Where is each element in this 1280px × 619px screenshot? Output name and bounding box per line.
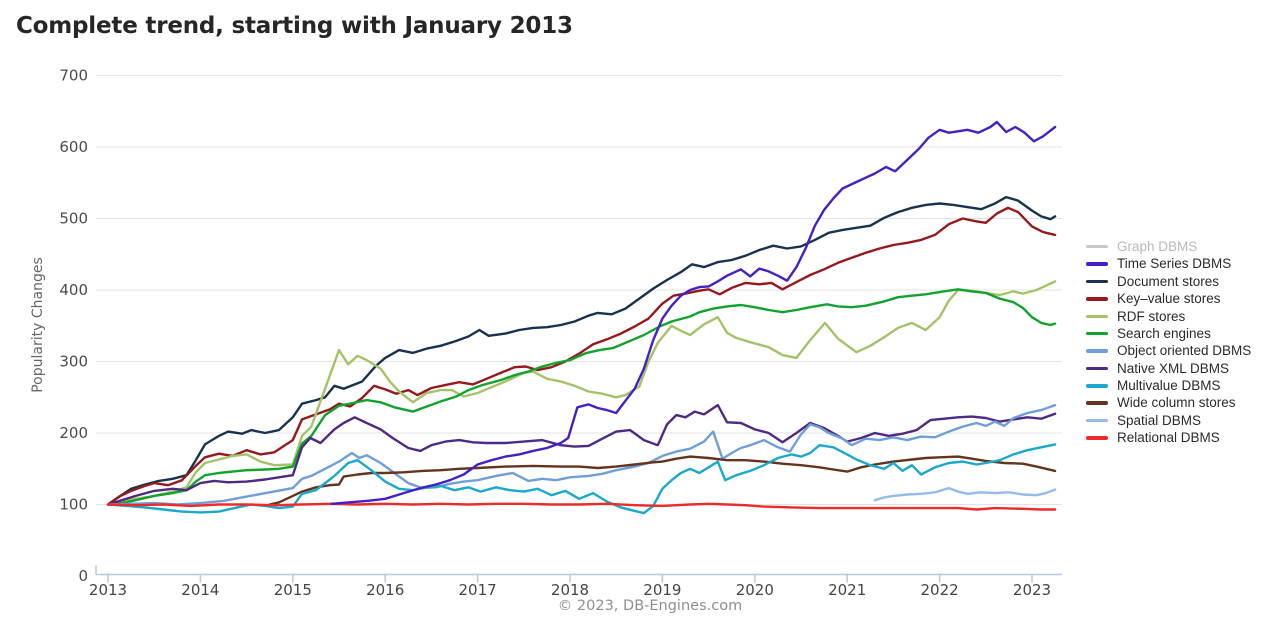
legend-label: Native XML DBMS [1117,360,1230,376]
legend-item-multivalue-dbms[interactable]: Multivalue DBMS [1086,377,1251,394]
series-line-key-value-stores[interactable] [106,206,1057,506]
x-tick-label-2020: 2020 [736,581,774,599]
legend-swatch-graph-dbms [1086,244,1108,249]
legend-swatch-relational-dbms [1086,436,1108,440]
chart-title: Complete trend, starting with January 20… [16,13,573,39]
chart-legend: Graph DBMS Time Series DBMS Document store… [1086,238,1251,447]
legend-label: Search engines [1117,325,1211,341]
legend-item-native-xml-dbms[interactable]: Native XML DBMS [1086,360,1251,377]
y-tick-label-500: 500 [59,210,88,228]
y-tick-label-0: 0 [78,567,88,585]
series-line-relational-dbms[interactable] [106,502,1057,511]
x-tick-label-2023: 2023 [1013,581,1051,599]
legend-swatch-search-engines [1086,331,1108,336]
legend-item-relational-dbms[interactable]: Relational DBMS [1086,429,1251,446]
legend-label: RDF stores [1117,308,1186,324]
series-line-wide-column-stores[interactable] [268,455,1057,506]
series-line-spatial-dbms[interactable] [873,486,1057,502]
x-tick-label-2014: 2014 [181,581,219,599]
legend-item-spatial-dbms[interactable]: Spatial DBMS [1086,412,1251,429]
x-tick-label-2016: 2016 [366,581,404,599]
legend-label: Spatial DBMS [1117,412,1202,428]
legend-item-key-value-stores[interactable]: Key–value stores [1086,290,1251,307]
legend-label: Wide column stores [1117,395,1236,411]
legend-swatch-spatial-dbms [1086,418,1108,423]
legend-swatch-key-value-stores [1086,297,1108,301]
series-line-native-xml-dbms[interactable] [106,403,1057,506]
x-tick-label-2018: 2018 [551,581,589,599]
x-tick-label-2019: 2019 [643,581,681,599]
legend-swatch-document-stores [1086,279,1108,284]
x-tick-label-2021: 2021 [828,581,866,599]
x-tick-label-2015: 2015 [274,581,312,599]
legend-item-document-stores[interactable]: Document stores [1086,273,1251,290]
legend-swatch-object-oriented-dbms [1086,349,1108,353]
legend-label: Key–value stores [1117,291,1221,307]
legend-label: Object oriented DBMS [1117,343,1252,359]
legend-label: Time Series DBMS [1117,256,1232,272]
legend-label: Graph DBMS [1117,238,1198,254]
legend-swatch-multivalue-dbms [1086,384,1108,388]
y-tick-label-300: 300 [59,353,88,371]
series-line-multivalue-dbms[interactable] [106,443,1057,515]
copyright-footer: © 2023, DB-Engines.com [557,598,743,614]
legend-item-object-oriented-dbms[interactable]: Object oriented DBMS [1086,342,1251,359]
series-line-object-oriented-dbms[interactable] [106,403,1057,506]
series-line-rdf-stores[interactable] [106,280,1057,506]
series-line-document-stores[interactable] [106,195,1057,506]
y-tick-label-700: 700 [59,67,88,85]
series-line-search-engines[interactable] [106,288,1057,506]
x-tick-label-2017: 2017 [459,581,497,599]
legend-swatch-time-series-dbms [1086,262,1108,266]
legend-item-graph-dbms[interactable]: Graph DBMS [1086,238,1251,255]
legend-item-wide-column-stores[interactable]: Wide column stores [1086,395,1251,412]
legend-label: Relational DBMS [1117,430,1220,446]
x-tick-label-2022: 2022 [921,581,959,599]
legend-swatch-rdf-stores [1086,314,1108,318]
legend-swatch-wide-column-stores [1086,401,1108,405]
y-tick-label-200: 200 [59,424,88,442]
y-tick-label-100: 100 [59,496,88,514]
series-line-time-series-dbms[interactable] [330,120,1057,505]
y-tick-label-600: 600 [59,138,88,156]
legend-swatch-native-xml-dbms [1086,366,1108,371]
legend-label: Multivalue DBMS [1117,378,1221,394]
legend-label: Document stores [1117,273,1220,289]
legend-item-search-engines[interactable]: Search engines [1086,325,1251,342]
y-tick-label-400: 400 [59,281,88,299]
legend-item-rdf-stores[interactable]: RDF stores [1086,308,1251,325]
x-tick-label-2013: 2013 [89,581,127,599]
legend-item-time-series-dbms[interactable]: Time Series DBMS [1086,255,1251,272]
